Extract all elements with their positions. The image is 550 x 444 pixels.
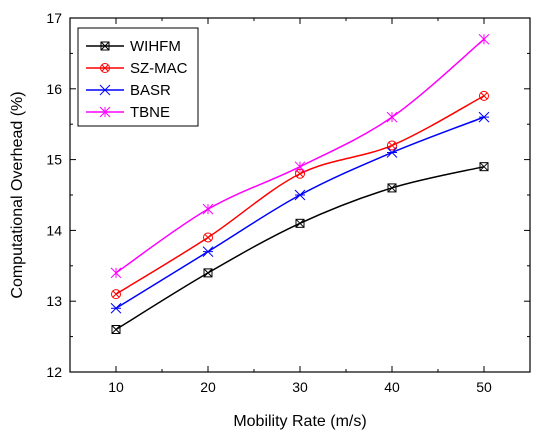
data-point-basr: [110, 302, 122, 314]
x-tick-label: 30: [292, 379, 308, 395]
y-tick-label: 13: [46, 293, 62, 309]
legend-box: [77, 27, 199, 127]
legend-marker-tbne: [99, 106, 111, 118]
data-point-sz-mac: [479, 90, 489, 101]
y-tick-label: 12: [46, 364, 62, 380]
legend-item-basr: BASR: [86, 82, 171, 99]
marker-square: [203, 268, 213, 278]
marker-cross: [100, 41, 110, 51]
data-point-sz-mac: [203, 232, 213, 243]
legend-item-wihfm: WIHFM: [86, 38, 181, 55]
marker-square: [387, 183, 397, 193]
legend-label-wihfm: WIHFM: [130, 38, 181, 55]
data-point-wihfm: [387, 183, 397, 193]
marker-circle: [203, 232, 213, 243]
marker-cross: [203, 268, 213, 278]
data-point-wihfm: [203, 268, 213, 278]
marker-cross: [204, 234, 212, 241]
series-wihfm: [111, 162, 489, 335]
marker-cross: [112, 290, 120, 298]
data-point-tbne: [294, 161, 306, 173]
x-tick-label: 10: [108, 379, 124, 395]
x-tick-label: 40: [384, 379, 400, 395]
data-point-sz-mac: [387, 140, 397, 151]
legend-item-sz-mac: SZ-MAC: [86, 60, 188, 77]
marker-square: [479, 162, 489, 172]
legend-marker-sz-mac: [100, 63, 110, 73]
legend-item-tbne: TBNE: [86, 104, 170, 121]
data-point-basr: [294, 189, 306, 201]
legend-label-sz-mac: SZ-MAC: [130, 60, 188, 77]
data-point-tbne: [386, 111, 398, 123]
y-tick-label: 17: [46, 10, 62, 26]
x-axis-title: Mobility Rate (m/s): [233, 413, 366, 430]
legend-marker-basr: [99, 84, 111, 96]
marker-cross: [480, 92, 488, 100]
marker-cross: [101, 64, 109, 72]
y-tick-label: 16: [46, 81, 62, 97]
marker-circle: [479, 90, 489, 101]
y-axis-title: Computational Overhead (%): [9, 91, 26, 298]
legend-label-basr: BASR: [130, 82, 171, 99]
data-point-basr: [386, 147, 398, 158]
y-tick-label: 15: [46, 152, 62, 168]
data-point-tbne: [110, 267, 122, 279]
data-point-basr: [202, 246, 214, 257]
marker-square: [100, 41, 110, 51]
x-tick-label: 50: [476, 379, 492, 395]
series-basr: [110, 111, 490, 314]
axis-ticks: 10 20 30 40 50 12 13 14 15 16 17: [46, 10, 531, 395]
marker-cross: [295, 218, 305, 228]
data-point-sz-mac: [111, 289, 121, 300]
y-tick-label: 14: [46, 222, 62, 238]
marker-circle: [387, 140, 397, 151]
marker-cross: [479, 162, 489, 172]
data-point-wihfm: [295, 218, 305, 228]
marker-square: [295, 218, 305, 228]
marker-cross: [111, 325, 121, 334]
data-point-tbne: [478, 33, 490, 45]
x-tick-label: 20: [200, 379, 216, 395]
series-line-basr: [115, 116, 485, 309]
data-point-basr: [478, 111, 490, 123]
marker-cross: [387, 183, 397, 193]
marker-cross: [388, 142, 396, 149]
marker-circle: [111, 289, 121, 300]
data-point-tbne: [202, 203, 214, 215]
marker-circle: [100, 63, 110, 73]
series-layer: [110, 33, 490, 335]
series-sz-mac: [111, 90, 489, 300]
marker-cross: [296, 170, 304, 178]
marker-square: [111, 325, 121, 335]
legend-marker-wihfm: [100, 41, 110, 51]
data-point-wihfm: [479, 162, 489, 172]
legend: WIHFM SZ-MAC BASR TBNE: [77, 27, 199, 127]
series-tbne: [110, 33, 490, 279]
series-line-wihfm: [115, 165, 485, 331]
data-point-wihfm: [111, 325, 121, 335]
legend-label-tbne: TBNE: [130, 104, 170, 121]
